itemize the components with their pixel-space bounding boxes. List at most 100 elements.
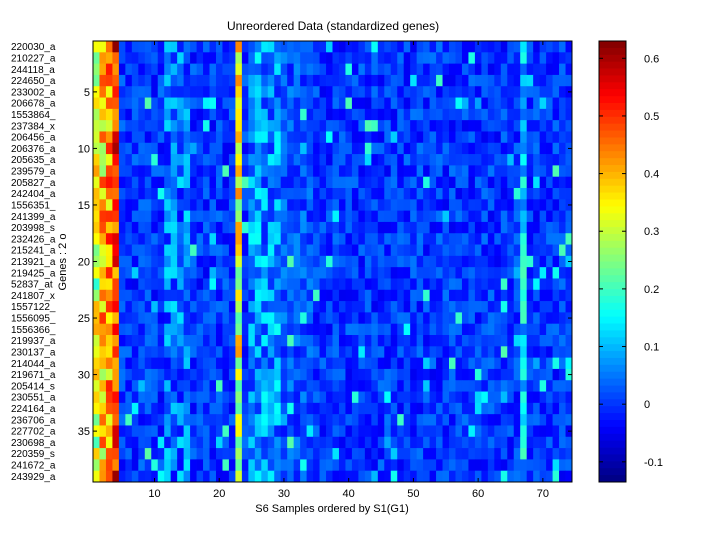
heatmap-cell — [306, 199, 314, 212]
heatmap-cell — [384, 199, 392, 212]
heatmap-cell — [377, 267, 385, 279]
heatmap-cell — [112, 402, 120, 415]
heatmap-cell — [209, 63, 217, 76]
heatmap-cell — [494, 368, 502, 381]
heatmap-cell — [565, 357, 573, 370]
heatmap-cell — [533, 86, 541, 98]
heatmap-cell — [203, 391, 210, 404]
heatmap-cell — [177, 63, 185, 76]
heatmap-cell — [183, 335, 191, 347]
heatmap-cell — [183, 425, 191, 438]
heatmap-cell — [215, 380, 223, 392]
heatmap-cell — [228, 255, 236, 268]
heatmap-cell — [170, 278, 178, 291]
heatmap-cell — [248, 436, 256, 449]
heatmap-cell — [474, 323, 482, 336]
heatmap-cell — [539, 165, 547, 178]
heatmap-cell — [313, 414, 320, 426]
heatmap-cell — [358, 380, 366, 392]
heatmap-cell — [397, 142, 405, 155]
heatmap-cell — [183, 210, 191, 223]
heatmap-cell — [351, 312, 359, 325]
heatmap-cell — [410, 131, 418, 144]
heatmap-cell — [254, 199, 262, 212]
heatmap-cell — [99, 278, 107, 291]
heatmap-cell — [300, 289, 308, 302]
heatmap-cell — [442, 312, 450, 325]
heatmap-cell — [222, 425, 230, 438]
heatmap-cell — [436, 312, 443, 325]
heatmap-cell — [461, 199, 469, 212]
heatmap-cell — [125, 74, 133, 87]
heatmap-cell — [449, 74, 456, 87]
heatmap-cell — [559, 142, 566, 155]
heatmap-cell — [280, 267, 288, 279]
heatmap-cell — [125, 357, 133, 370]
heatmap-cell — [183, 436, 191, 449]
heatmap-cell — [442, 470, 450, 483]
heatmap-cell — [306, 380, 314, 392]
heatmap-cell — [390, 154, 398, 166]
colorbar-tick-label: 0.4 — [644, 169, 659, 181]
heatmap-cell — [513, 199, 521, 212]
heatmap-cell — [481, 380, 489, 392]
heatmap-cell — [442, 165, 450, 178]
heatmap-cell — [513, 188, 521, 200]
gene-label: 205414_s — [11, 381, 55, 392]
heatmap-cell — [93, 74, 100, 87]
heatmap-cell — [319, 188, 327, 200]
heatmap-cell — [228, 391, 236, 404]
heatmap-cell — [429, 108, 437, 121]
heatmap-cell — [319, 176, 327, 189]
heatmap-cell — [118, 244, 126, 257]
colorbar-step — [599, 185, 626, 193]
heatmap-cell — [170, 120, 178, 132]
heatmap-cell — [280, 221, 288, 234]
heatmap-cell — [345, 402, 353, 415]
heatmap-cell — [254, 188, 262, 200]
colorbar-step — [599, 426, 626, 435]
heatmap-cell — [235, 142, 243, 155]
heatmap-cell — [254, 108, 262, 121]
heatmap-cell — [507, 154, 515, 166]
gene-label: 230137_a — [11, 347, 56, 358]
heatmap-cell — [300, 323, 308, 336]
heatmap-cell — [487, 120, 495, 132]
heatmap-cell — [500, 414, 508, 426]
x-tick-label: 10 — [148, 488, 160, 500]
heatmap-cell — [287, 74, 295, 87]
heatmap-cell — [170, 402, 178, 415]
heatmap-cell — [177, 448, 185, 460]
heatmap-cell — [157, 459, 165, 472]
heatmap-cell — [319, 346, 327, 359]
heatmap-cell — [410, 233, 418, 245]
heatmap-cell — [215, 301, 223, 313]
heatmap-cell — [138, 335, 146, 347]
heatmap-cell — [526, 267, 534, 279]
heatmap-cell — [338, 289, 346, 302]
heatmap-cell — [267, 188, 275, 200]
heatmap-cell — [157, 63, 165, 76]
heatmap-cell — [546, 86, 553, 98]
heatmap-cell — [151, 380, 159, 392]
heatmap-cell — [371, 131, 379, 144]
heatmap-cell — [539, 120, 547, 132]
heatmap-cell — [287, 188, 295, 200]
heatmap-cell — [112, 323, 120, 336]
heatmap-cell — [351, 255, 359, 268]
heatmap-cell — [410, 154, 418, 166]
heatmap-cell — [125, 346, 133, 359]
heatmap-cell — [170, 289, 178, 302]
heatmap-cell — [215, 368, 223, 381]
heatmap-cell — [326, 165, 333, 178]
heatmap-cell — [131, 357, 139, 370]
heatmap-cell — [274, 97, 282, 110]
heatmap-cell — [222, 402, 230, 415]
heatmap-cell — [546, 176, 553, 189]
heatmap-cell — [513, 368, 521, 381]
heatmap-cell — [190, 414, 197, 426]
heatmap-cell — [99, 97, 107, 110]
gene-label: 219425_a — [11, 268, 56, 279]
heatmap-cell — [520, 63, 528, 76]
heatmap-cell — [371, 402, 379, 415]
